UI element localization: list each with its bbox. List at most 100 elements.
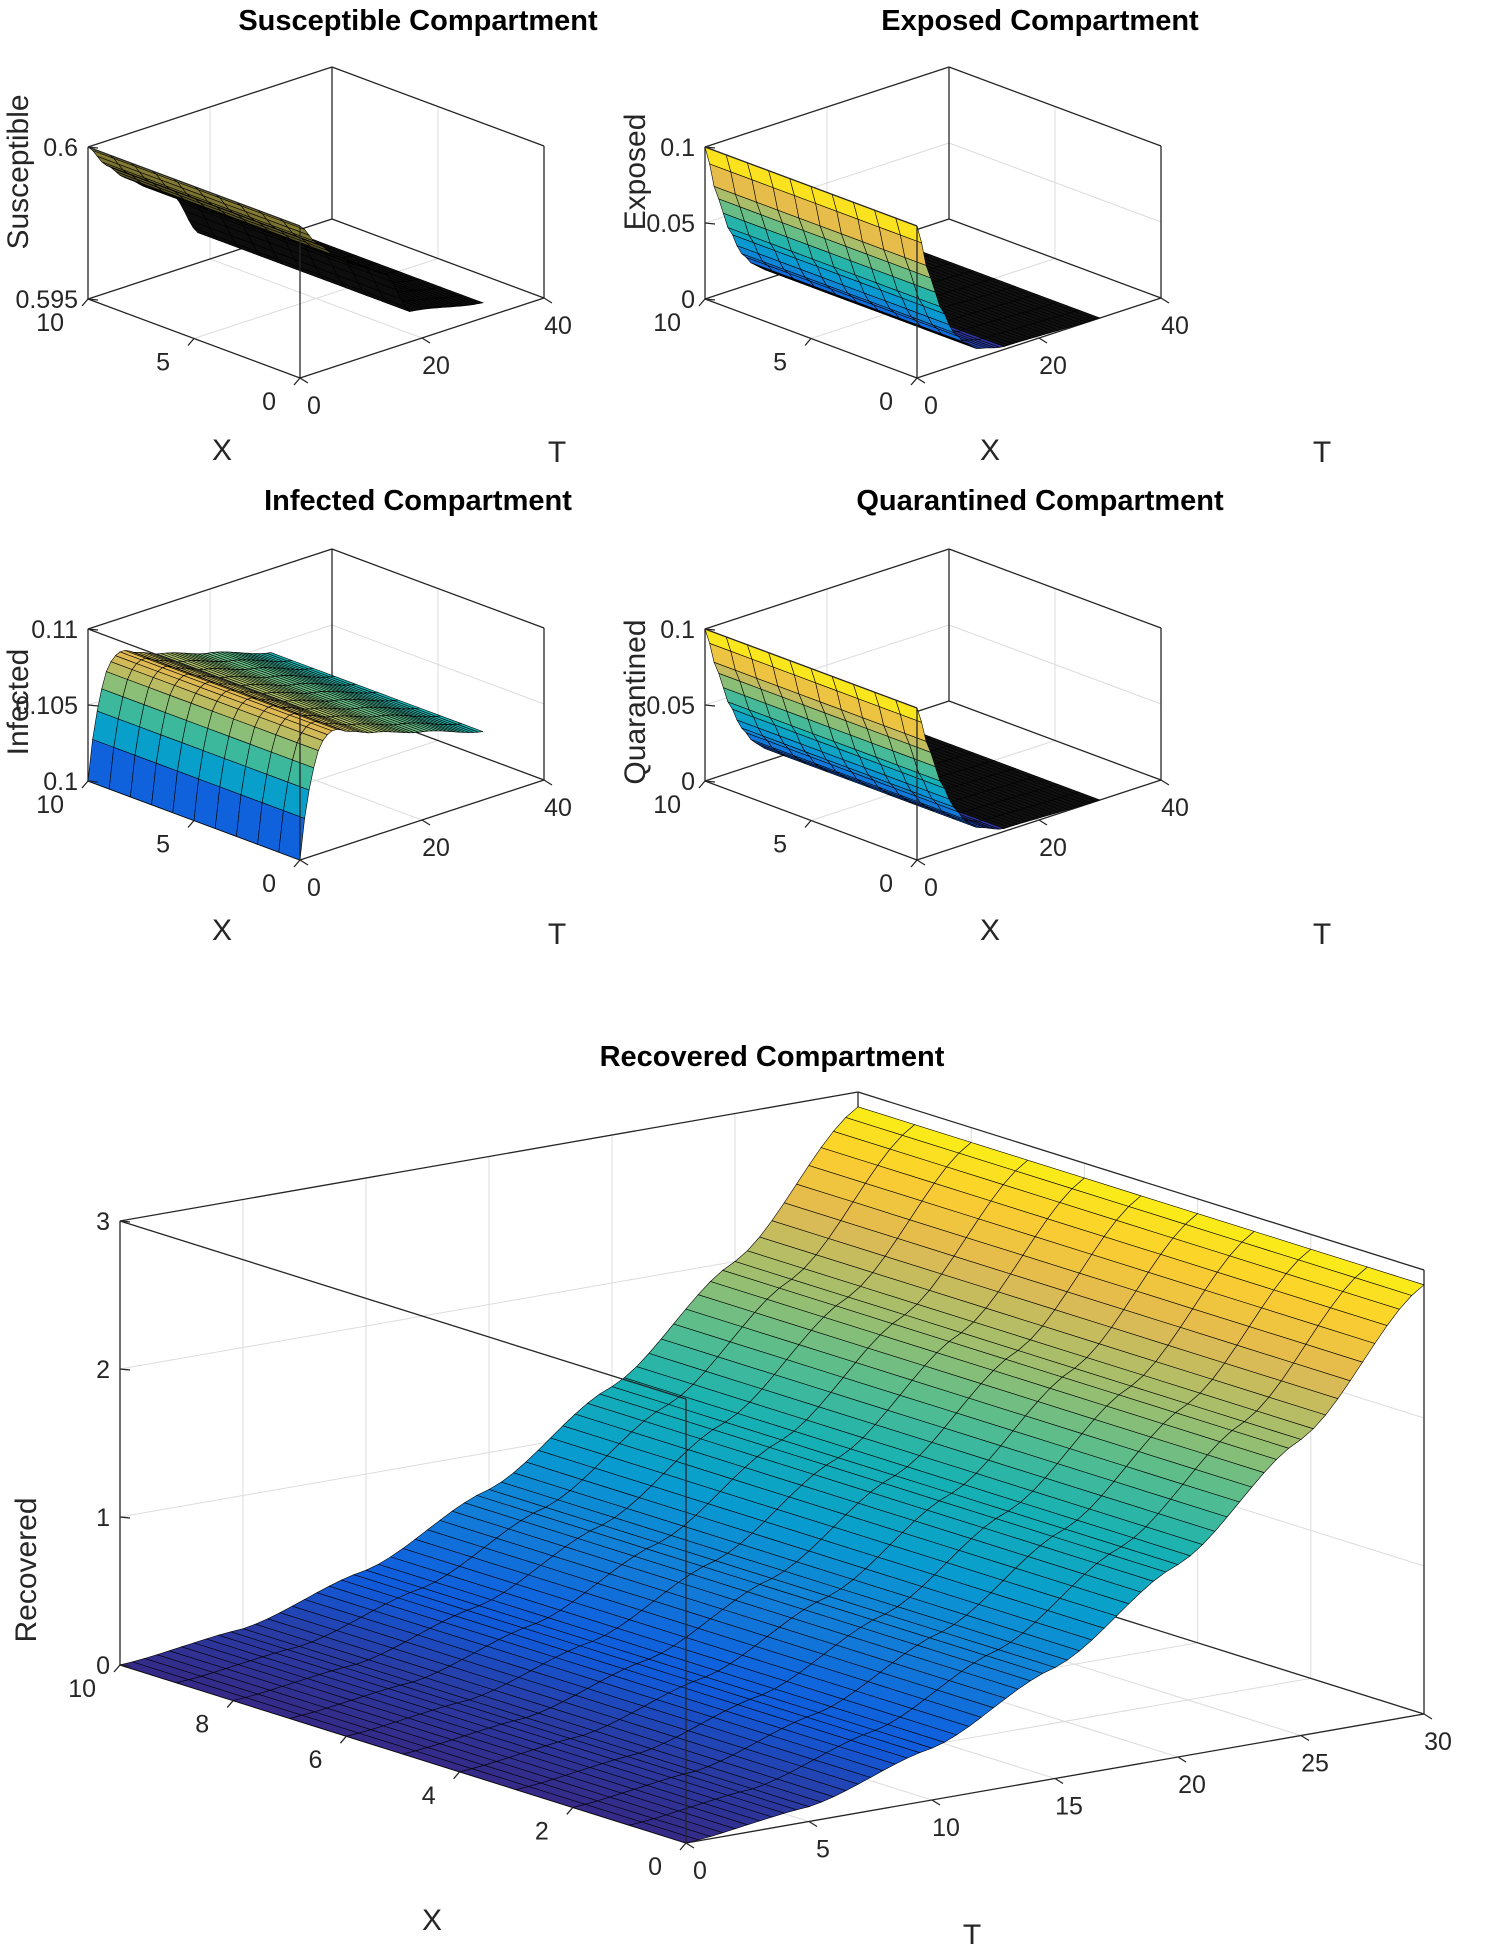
box-edge xyxy=(331,218,545,299)
x-tick-label: 0 xyxy=(879,870,893,898)
box-edge xyxy=(119,1091,859,1222)
surface-exposed xyxy=(704,146,1101,349)
t-tick-label: 20 xyxy=(1178,1771,1206,1799)
t-tick xyxy=(1177,1756,1187,1763)
z-axis-label: Susceptible xyxy=(2,94,35,249)
box-edge xyxy=(948,700,1162,781)
chart-infected: 0.1 0.105 0.11 0 5 10 0 20 40 Infected Compartmen… xyxy=(2,485,572,951)
x-tick-label: 5 xyxy=(773,831,787,859)
z-tick xyxy=(704,222,716,225)
x-tick-label: 0 xyxy=(648,1853,662,1881)
t-tick xyxy=(1160,297,1170,304)
t-axis-label: T xyxy=(963,1919,981,1944)
surface-susceptible xyxy=(87,146,485,312)
t-tick-label: 0 xyxy=(307,874,321,902)
x-tick-label: 10 xyxy=(653,309,681,337)
z-tick-label: 0.1 xyxy=(660,134,695,162)
z-tick xyxy=(87,628,99,631)
x-tick xyxy=(226,1700,234,1709)
z-tick-label: 0.1 xyxy=(660,616,695,644)
t-tick xyxy=(1160,779,1170,786)
x-tick xyxy=(293,377,301,386)
t-axis-label: T xyxy=(548,918,566,951)
z-axis-label: Quarantined xyxy=(619,619,652,784)
z-tick xyxy=(87,780,99,783)
z-tick xyxy=(704,704,716,707)
box-edge xyxy=(948,548,1162,629)
t-tick xyxy=(543,779,553,786)
t-tick xyxy=(1423,1713,1433,1720)
x-tick-label: 2 xyxy=(535,1817,549,1845)
chart-title: Infected Compartment xyxy=(264,485,572,517)
x-tick xyxy=(187,820,195,828)
x-tick xyxy=(566,1806,574,1815)
t-tick xyxy=(931,1799,941,1806)
z-tick-label: 0.595 xyxy=(15,286,78,314)
grid-line-z-b-1 xyxy=(948,624,1162,705)
t-axis-label: T xyxy=(1313,436,1331,469)
z-tick-label: 0.05 xyxy=(646,210,695,238)
chart-title: Quarantined Compartment xyxy=(856,485,1224,517)
chart-title: Susceptible Compartment xyxy=(238,5,598,37)
x-tick-label: 8 xyxy=(195,1711,209,1739)
t-tick xyxy=(421,337,431,344)
x-tick-label: 10 xyxy=(653,791,681,819)
x-tick xyxy=(81,780,89,789)
x-tick xyxy=(679,1842,687,1851)
z-tick-label: 0.11 xyxy=(31,616,78,644)
surface-cell xyxy=(278,810,305,861)
surface-cell xyxy=(628,1821,700,1844)
box-edge xyxy=(331,66,545,147)
box-edge xyxy=(331,548,545,629)
t-tick-label: 20 xyxy=(422,834,450,862)
z-tick-label: 0 xyxy=(681,768,695,796)
t-tick xyxy=(916,859,926,866)
t-tick xyxy=(421,819,431,826)
t-tick xyxy=(1300,1734,1310,1742)
box-edge xyxy=(948,66,1162,147)
z-tick xyxy=(87,298,99,301)
t-tick-label: 40 xyxy=(544,312,572,340)
x-tick xyxy=(113,1664,121,1673)
z-tick xyxy=(119,1368,131,1371)
box-edge xyxy=(87,146,301,227)
box-edge xyxy=(704,66,950,148)
t-axis-label: T xyxy=(1313,918,1331,951)
x-tick xyxy=(910,377,918,386)
t-tick xyxy=(1038,337,1048,344)
t-tick-label: 40 xyxy=(1161,312,1189,340)
x-tick-label: 5 xyxy=(156,349,170,377)
box-edge xyxy=(87,548,333,630)
z-tick xyxy=(704,628,716,631)
z-axis-label: Exposed xyxy=(619,114,652,231)
z-tick xyxy=(87,704,99,707)
x-tick xyxy=(81,298,89,307)
t-tick-label: 0 xyxy=(693,1857,707,1885)
t-tick xyxy=(543,297,553,304)
z-tick-label: 2 xyxy=(96,1356,110,1384)
x-axis-label: X xyxy=(212,434,232,467)
z-tick xyxy=(704,298,716,301)
t-tick-label: 20 xyxy=(1039,352,1067,380)
surface-quarantined xyxy=(704,628,1101,830)
x-tick xyxy=(187,338,195,346)
z-tick-label: 0.05 xyxy=(646,692,695,720)
x-tick-label: 0 xyxy=(879,388,893,416)
z-axis-label: Infected xyxy=(2,649,35,756)
t-tick-label: 20 xyxy=(1039,834,1067,862)
x-tick-label: 10 xyxy=(36,309,64,337)
t-tick-label: 20 xyxy=(422,352,450,380)
z-tick xyxy=(119,1516,131,1519)
x-tick xyxy=(453,1771,461,1780)
x-tick xyxy=(339,1735,347,1744)
z-tick xyxy=(87,146,99,149)
t-tick-label: 5 xyxy=(816,1836,830,1864)
t-tick-label: 15 xyxy=(1055,1793,1083,1821)
box-edge xyxy=(857,1091,1425,1271)
x-tick-label: 5 xyxy=(156,831,170,859)
z-tick xyxy=(119,1664,131,1667)
x-tick xyxy=(804,338,812,346)
